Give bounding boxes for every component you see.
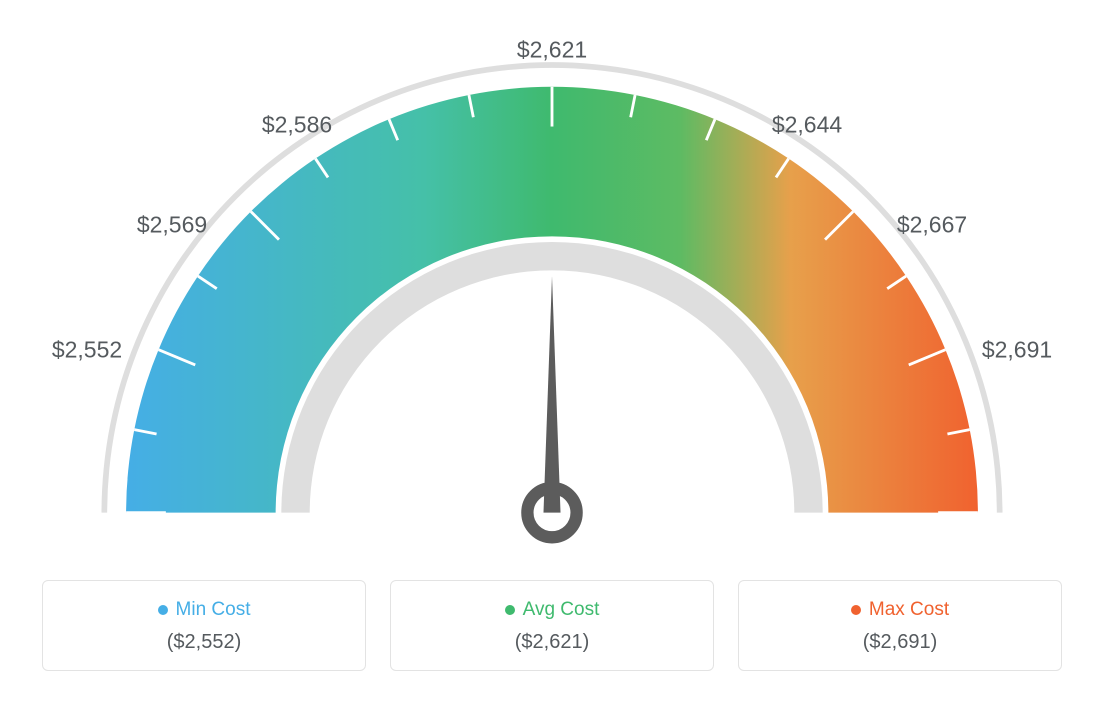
gauge-tick-label: $2,552 [52,337,122,364]
gauge-tick-label: $2,586 [262,112,332,139]
gauge-tick-label: $2,569 [137,212,207,239]
legend-card-min: Min Cost ($2,552) [42,580,366,671]
legend-value-avg: ($2,621) [411,631,693,654]
dot-icon [851,605,861,615]
legend-title-text: Max Cost [869,599,949,621]
legend-title-max: Max Cost [851,599,949,621]
gauge-chart: $2,552 $2,569 $2,586 $2,621 $2,644 $2,667 $2,6… [42,30,1062,560]
legend-value-min: ($2,552) [63,631,345,654]
gauge-tick-label: $2,667 [897,212,967,239]
legend-title-min: Min Cost [158,599,251,621]
legend-title-text: Min Cost [176,599,251,621]
gauge-tick-label: $2,691 [982,337,1052,364]
legend-title-text: Avg Cost [523,599,600,621]
gauge-tick-label: $2,644 [772,112,842,139]
legend-card-avg: Avg Cost ($2,621) [390,580,714,671]
gauge-tick-label: $2,621 [517,37,587,64]
gauge-svg [42,30,1062,560]
legend-title-avg: Avg Cost [505,599,600,621]
legend-row: Min Cost ($2,552) Avg Cost ($2,621) Max … [42,580,1062,671]
dot-icon [505,605,515,615]
legend-card-max: Max Cost ($2,691) [738,580,1062,671]
legend-value-max: ($2,691) [759,631,1041,654]
dot-icon [158,605,168,615]
